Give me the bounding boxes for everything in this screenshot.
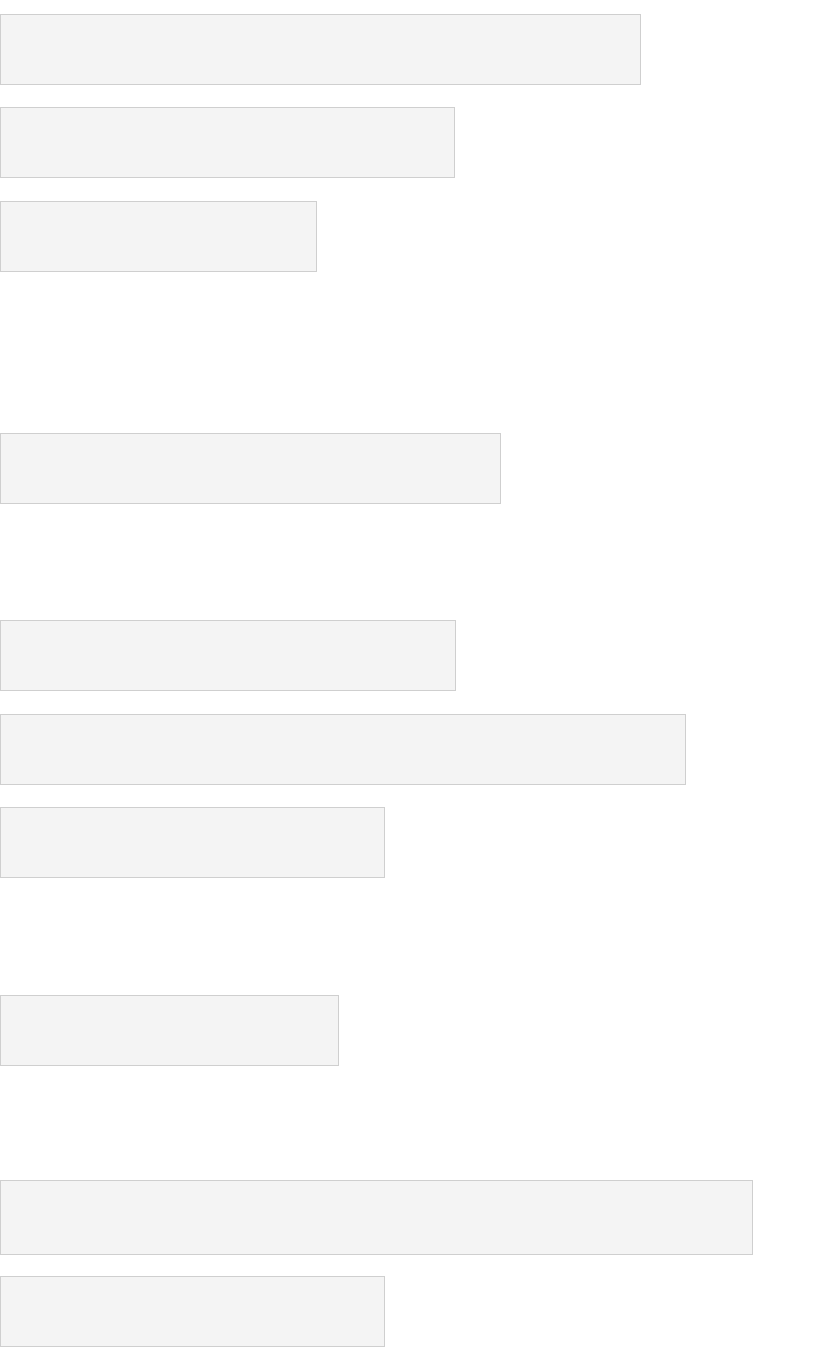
placeholder-block [0,201,317,272]
placeholder-block [0,1276,385,1347]
placeholder-block [0,14,641,85]
placeholder-block [0,107,455,178]
placeholder-block [0,1180,753,1255]
placeholder-block [0,995,339,1066]
placeholder-block [0,714,686,785]
placeholder-block [0,807,385,878]
placeholder-block [0,620,456,691]
placeholder-block [0,433,501,504]
